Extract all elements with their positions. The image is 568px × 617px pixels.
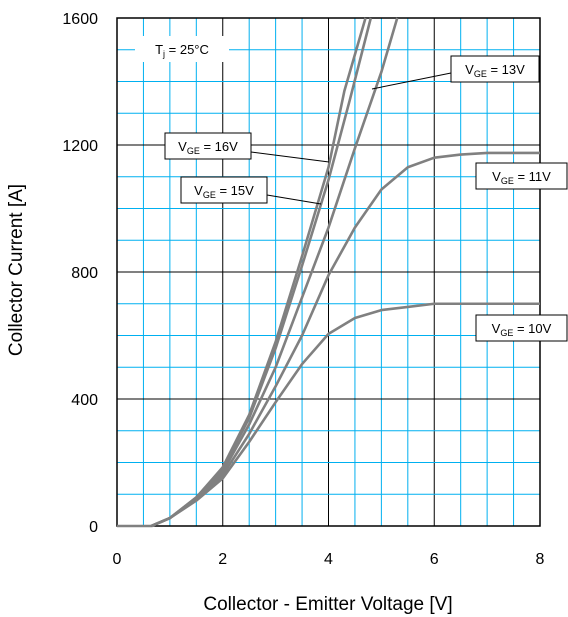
- y-axis-title: Collector Current [A]: [6, 184, 27, 356]
- tj-label-text: Tj = 25°C: [155, 42, 209, 59]
- label-vge-16v-leader: [250, 151, 330, 163]
- tj-label-box: [135, 36, 229, 62]
- x-tick-labels: 0 2 4 6 8: [113, 551, 545, 568]
- series-line-4: [150, 17, 367, 528]
- label-vge-16v-box: [164, 132, 252, 160]
- label-vge-16v-text: VGE = 16V: [178, 139, 238, 156]
- plot-frame: [116, 17, 541, 527]
- label-vge-10v-text: VGE = 10V: [492, 321, 552, 338]
- x-axis-title: Collector - Emitter Voltage [V]: [203, 594, 452, 615]
- label-vge-13v-text: VGE = 13V: [465, 62, 525, 79]
- y-tick-label: 0: [89, 519, 98, 536]
- label-vge-10v-box: [475, 314, 568, 342]
- y-tick-labels: 0 400 800 1200 1600: [62, 11, 98, 536]
- x-tick-label: 4: [324, 551, 333, 568]
- y-tick-label: 1600: [62, 11, 98, 28]
- series-labels: Tj = 25°C VGE = 16V VGE = 15V VGE = 13V VGE …: [135, 36, 568, 342]
- y-tick-label: 1200: [62, 138, 98, 155]
- label-vge-11v-box: [475, 162, 568, 190]
- label-vge-15v-box: [180, 176, 268, 204]
- x-tick-label: 6: [430, 551, 439, 568]
- y-tick-label: 400: [71, 392, 98, 409]
- series-line-0: [150, 302, 540, 528]
- label-vge-15v-leader: [266, 194, 322, 205]
- label-vge-13v-leader: [371, 72, 452, 90]
- x-tick-label: 0: [113, 551, 122, 568]
- y-tick-label: 800: [71, 265, 98, 282]
- x-tick-label: 2: [218, 551, 227, 568]
- label-vge-13v-box: [450, 55, 540, 83]
- grid: [116, 17, 541, 527]
- series-lines: [117, 17, 540, 528]
- label-vge-15v-text: VGE = 15V: [194, 183, 254, 200]
- label-vge-11v-text: VGE = 11V: [492, 169, 551, 186]
- x-tick-label: 8: [536, 551, 545, 568]
